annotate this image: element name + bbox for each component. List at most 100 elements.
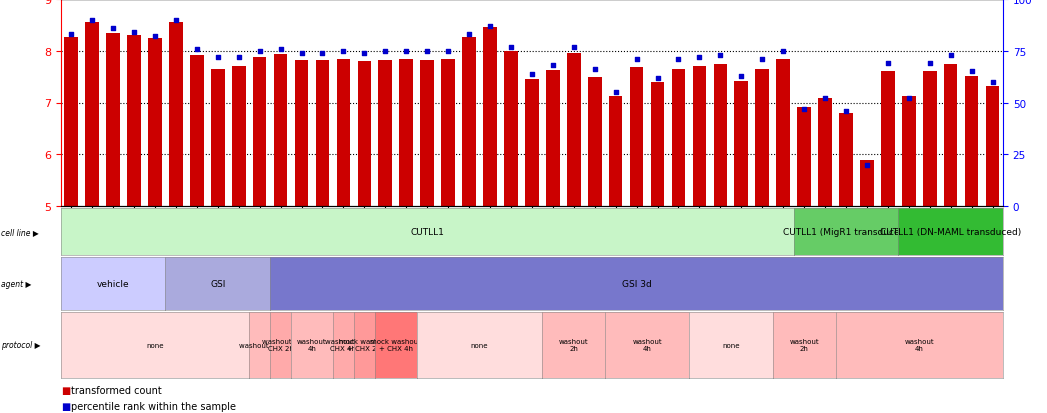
Text: GSI: GSI	[210, 279, 225, 288]
Bar	[901, 97, 915, 206]
Text: washout
4h: washout 4h	[297, 339, 327, 351]
Bar	[588, 78, 601, 206]
Bar	[526, 79, 538, 206]
Text: washout +
CHX 2h: washout + CHX 2h	[262, 339, 299, 351]
Point	[209, 55, 226, 61]
Text: washout 2h: washout 2h	[240, 342, 280, 348]
Bar	[965, 76, 978, 206]
Point	[335, 48, 352, 55]
Bar	[651, 83, 664, 206]
Text: percentile rank within the sample: percentile rank within the sample	[71, 401, 237, 411]
Bar	[547, 71, 560, 206]
Point	[900, 96, 917, 102]
Bar	[337, 59, 350, 206]
Bar	[274, 55, 287, 206]
Point	[859, 162, 875, 169]
Bar	[923, 72, 936, 206]
Point	[524, 71, 540, 78]
Point	[356, 50, 373, 57]
Text: washout
4h: washout 4h	[632, 339, 662, 351]
Bar	[86, 23, 99, 206]
Point	[482, 24, 498, 30]
Point	[733, 73, 750, 80]
Text: vehicle: vehicle	[96, 279, 130, 288]
Point	[796, 106, 812, 113]
Point	[628, 57, 645, 63]
Text: mock washout
+ CHX 4h: mock washout + CHX 4h	[371, 339, 421, 351]
Point	[63, 32, 80, 38]
Bar	[672, 70, 686, 206]
Point	[607, 90, 624, 96]
Text: protocol ▶: protocol ▶	[1, 340, 41, 349]
Bar	[400, 59, 413, 206]
Point	[440, 48, 456, 55]
Bar	[986, 87, 999, 206]
Point	[293, 50, 310, 57]
Bar	[567, 54, 580, 206]
Text: CUTLL1 (DN-MAML transduced): CUTLL1 (DN-MAML transduced)	[881, 228, 1021, 237]
Point	[377, 48, 394, 55]
Bar	[882, 72, 894, 206]
Text: agent ▶: agent ▶	[1, 279, 31, 288]
Point	[503, 44, 519, 51]
Point	[838, 108, 854, 115]
Text: washout
2h: washout 2h	[789, 339, 819, 351]
Point	[398, 48, 415, 55]
Point	[586, 67, 603, 74]
Point	[126, 30, 142, 36]
Point	[879, 61, 896, 67]
Text: washout
2h: washout 2h	[559, 339, 588, 351]
Point	[565, 44, 582, 51]
Point	[230, 55, 247, 61]
Point	[775, 48, 792, 55]
Bar	[211, 70, 225, 206]
Text: mock washout
+ CHX 2h: mock washout + CHX 2h	[339, 339, 389, 351]
Point	[272, 46, 289, 53]
Text: none: none	[471, 342, 488, 348]
Point	[544, 63, 561, 69]
Bar	[735, 82, 749, 206]
Bar	[295, 61, 309, 206]
Bar	[191, 56, 204, 206]
Bar	[484, 28, 497, 206]
Text: transformed count: transformed count	[71, 385, 162, 395]
Point	[984, 79, 1001, 86]
Bar	[65, 38, 79, 206]
Bar	[463, 38, 475, 206]
Point	[942, 52, 959, 59]
Text: washout
4h: washout 4h	[905, 339, 934, 351]
Point	[314, 50, 331, 57]
Bar	[714, 65, 727, 206]
Point	[754, 57, 771, 63]
Bar	[170, 23, 183, 206]
Point	[84, 17, 101, 24]
Point	[670, 57, 687, 63]
Point	[147, 34, 163, 40]
Point	[461, 32, 477, 38]
Bar	[776, 59, 789, 206]
Point	[963, 69, 980, 76]
Point	[188, 46, 205, 53]
Bar	[442, 59, 454, 206]
Point	[712, 52, 729, 59]
Point	[649, 75, 666, 82]
Text: GSI 3d: GSI 3d	[622, 279, 651, 288]
Bar	[693, 67, 707, 206]
Text: ■: ■	[61, 385, 70, 395]
Bar	[840, 114, 852, 206]
Text: cell line ▶: cell line ▶	[1, 228, 39, 237]
Point	[168, 17, 184, 24]
Bar	[316, 61, 330, 206]
Text: washout +
CHX 4h: washout + CHX 4h	[325, 339, 362, 351]
Point	[921, 61, 938, 67]
Point	[419, 48, 436, 55]
Bar	[819, 99, 831, 206]
Bar	[798, 107, 811, 206]
Bar	[505, 52, 517, 206]
Bar	[861, 161, 873, 206]
Bar	[128, 36, 140, 206]
Point	[817, 96, 833, 102]
Point	[251, 48, 268, 55]
Bar	[232, 67, 245, 206]
Bar	[755, 70, 768, 206]
